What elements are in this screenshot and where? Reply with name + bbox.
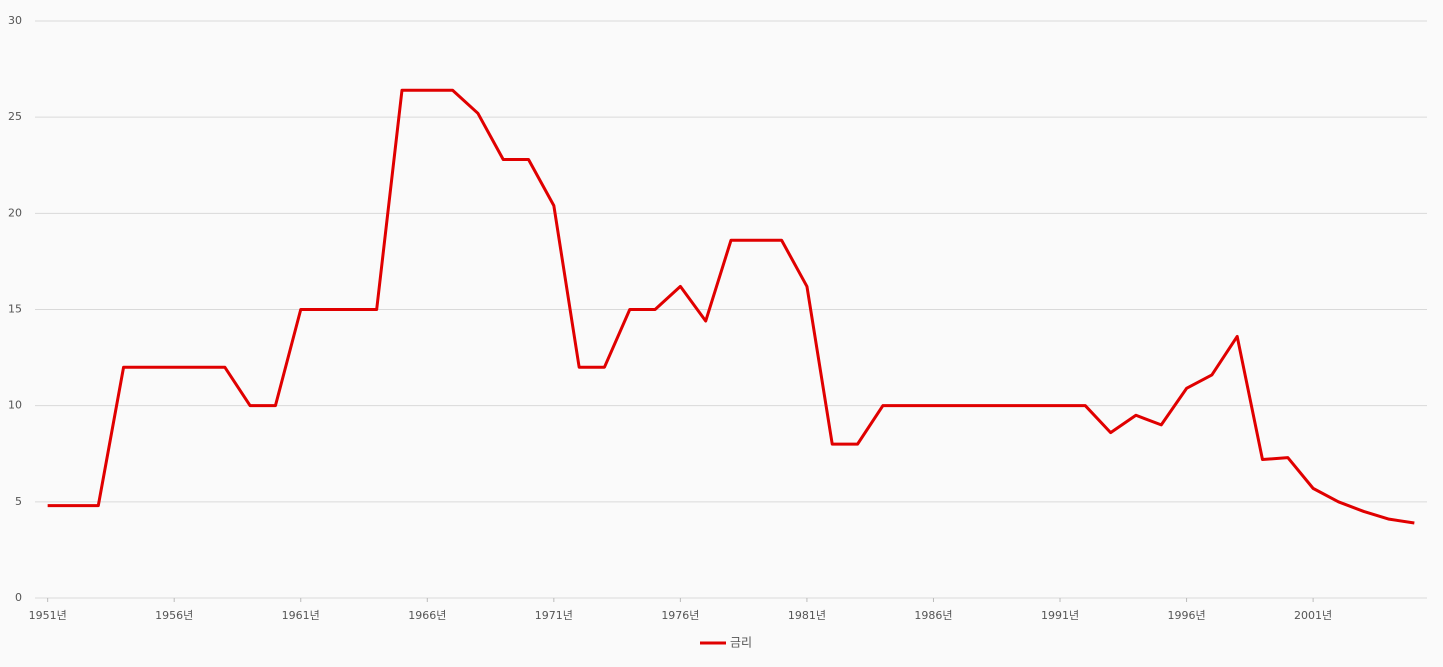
- line: [47, 88, 1415, 525]
- x-tick-label: 1991년: [1041, 609, 1079, 622]
- y-tick-label: 15: [8, 303, 22, 316]
- x-tick-label: 1996년: [1168, 609, 1206, 622]
- x-tick-label: 1981년: [788, 609, 826, 622]
- x-tick-label: 1986년: [914, 609, 952, 622]
- x-tick-label: 1956년: [155, 609, 193, 622]
- x-tick-label: 1961년: [282, 609, 320, 622]
- x-tick-label: 2001년: [1294, 609, 1332, 622]
- x-tick-label: 1976년: [661, 609, 699, 622]
- x-tick-label: 1951년: [29, 609, 67, 622]
- x-tick-label: 1966년: [408, 609, 446, 622]
- y-tick-label: 30: [8, 14, 22, 27]
- y-tick-label: 5: [15, 495, 22, 508]
- x-tick-label: 1971년: [535, 609, 573, 622]
- legend-label: 금리: [730, 636, 752, 650]
- y-tick-label: 20: [8, 206, 22, 219]
- y-tick-label: 10: [8, 399, 22, 412]
- y-tick-label: 0: [15, 591, 22, 604]
- y-tick-label: 25: [8, 110, 22, 123]
